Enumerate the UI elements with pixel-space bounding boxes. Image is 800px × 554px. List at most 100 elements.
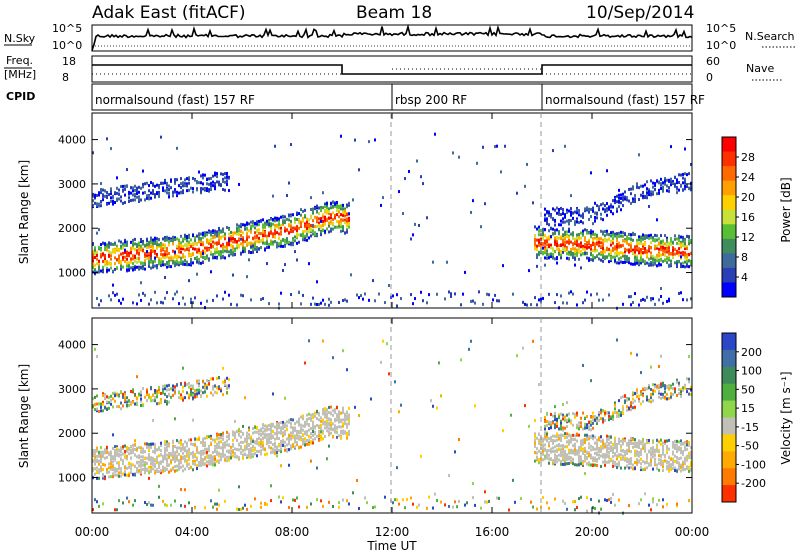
velocity-cell <box>120 474 122 478</box>
velocity-cell <box>328 411 330 415</box>
velocity-cell <box>304 421 306 425</box>
velocity-cell <box>324 420 326 424</box>
velocity-cell <box>100 454 102 458</box>
power-cell <box>304 229 306 233</box>
power-cell <box>340 222 342 226</box>
power-cell <box>228 232 230 236</box>
power-cell <box>192 261 194 265</box>
power-cell <box>538 238 540 242</box>
velocity-cell <box>234 431 236 435</box>
power-cell <box>326 202 328 206</box>
velocity-cell <box>200 389 202 393</box>
power-cell <box>140 244 142 248</box>
power-cell <box>686 253 688 257</box>
power-cell <box>536 244 538 248</box>
velocity-cell <box>254 452 256 456</box>
velocity-cell <box>124 466 126 470</box>
velocity-cell <box>190 388 192 392</box>
power-cell <box>164 256 166 260</box>
power-cell <box>200 261 202 265</box>
power-cell <box>204 246 206 250</box>
velocity-cell <box>320 419 322 423</box>
power-cell <box>592 249 594 253</box>
power-cell <box>152 182 154 186</box>
velocity-cell <box>138 464 140 468</box>
power-cell <box>250 230 252 234</box>
power-cell <box>98 265 100 269</box>
power-cell <box>188 243 190 247</box>
power-cell <box>144 259 146 263</box>
velocity-cell <box>96 454 98 458</box>
power-cell <box>616 207 618 211</box>
velocity-cell <box>106 445 108 449</box>
velocity-cell <box>280 450 282 454</box>
velocity-cell <box>534 441 536 445</box>
velocity-cell <box>146 445 148 449</box>
power-cell <box>112 269 114 273</box>
power-cell <box>134 267 136 271</box>
power-cell <box>328 211 330 215</box>
power-cell <box>108 250 110 254</box>
velocity-cell <box>188 467 190 471</box>
velocity-cell <box>328 444 330 448</box>
velocity-cell <box>234 433 236 437</box>
power-cell <box>642 258 644 262</box>
velocity-cell <box>218 444 220 448</box>
velocity-cell <box>296 432 298 436</box>
velocity-cell <box>336 418 338 422</box>
velocity-cell <box>330 427 332 431</box>
power-cell <box>296 227 298 231</box>
power-cell <box>290 219 292 223</box>
power-cell <box>582 212 584 216</box>
power-cell <box>348 203 350 207</box>
velocity-cell <box>338 411 340 415</box>
velocity-cell <box>258 443 260 447</box>
power-cell <box>686 245 688 249</box>
velocity-cell <box>258 436 260 440</box>
power-cell <box>550 213 552 217</box>
power-cell <box>586 228 588 232</box>
velocity-cell <box>110 467 112 471</box>
power-cell <box>186 182 188 186</box>
velocity-cell <box>186 464 188 468</box>
power-cell <box>658 241 660 245</box>
power-cell <box>314 225 316 229</box>
velocity-cell <box>534 438 536 442</box>
velocity-cell <box>176 464 178 468</box>
velocity-cell <box>296 436 298 440</box>
power-cell <box>316 216 318 220</box>
power-cell <box>668 249 670 253</box>
velocity-cell <box>252 454 254 458</box>
power-cell <box>310 214 312 218</box>
velocity-cell <box>184 446 186 450</box>
power-cell <box>670 237 672 241</box>
power-cell <box>340 229 342 233</box>
power-cell <box>626 235 628 239</box>
velocity-cell <box>270 484 272 488</box>
power-cell <box>320 209 322 213</box>
power-cell <box>284 215 286 219</box>
power-cell <box>128 199 130 203</box>
power-cell <box>222 227 224 231</box>
power-cell <box>606 169 608 173</box>
power-cell <box>578 237 580 241</box>
power-cell <box>306 228 308 232</box>
power-cell <box>318 221 320 225</box>
power-cell <box>602 256 604 260</box>
power-cell <box>594 215 596 219</box>
velocity-cell <box>166 395 168 399</box>
velocity-cell <box>92 508 94 512</box>
velocity-cell <box>180 461 182 465</box>
velocity-cell <box>302 437 304 441</box>
power-cell <box>448 290 450 294</box>
power-cell <box>278 219 280 223</box>
power-cell <box>426 216 428 220</box>
power-cell <box>164 189 166 193</box>
power-cell <box>686 263 688 267</box>
velocity-cell <box>126 496 128 500</box>
power-cell <box>604 210 606 214</box>
power-cell <box>190 238 192 242</box>
velocity-cell <box>338 420 340 424</box>
power-cell <box>600 217 602 221</box>
